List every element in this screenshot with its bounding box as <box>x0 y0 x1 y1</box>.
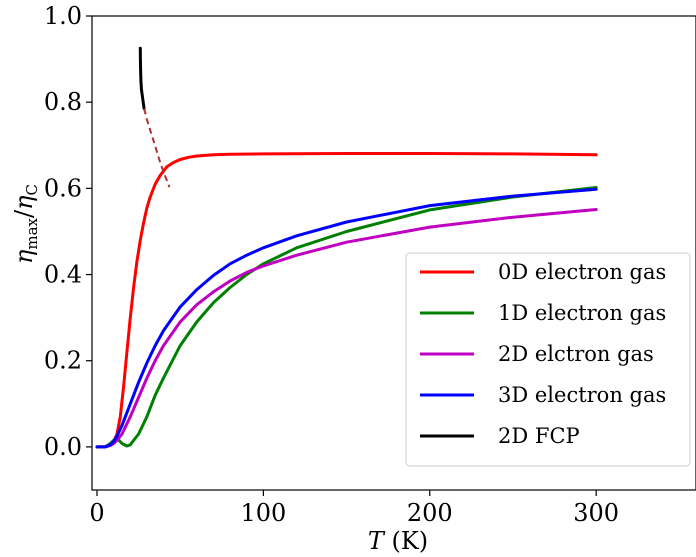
legend-box <box>405 252 691 467</box>
y-tick-label: 0.8 <box>44 88 82 116</box>
axis-ticks: 0 100 200 300 0.0 0.2 0.4 0.6 0.8 1.0 <box>44 2 619 527</box>
dashed-extension-line <box>143 108 171 188</box>
y-tick-label: 0.6 <box>44 174 82 202</box>
plot-frame <box>91 15 696 491</box>
y-tick-label: 0.2 <box>44 347 82 375</box>
legend-label-1d-electron-gas: 1D electron gas <box>498 301 666 325</box>
series-line-3d-electron-gas <box>95 187 598 449</box>
y-axis-title: ηmax/ηC <box>10 184 41 264</box>
x-tick-label: 300 <box>573 499 619 527</box>
series-line-2d-elctron-gas <box>95 208 598 449</box>
plot-curves <box>95 46 598 449</box>
series-line-2d-fcp <box>138 46 146 111</box>
x-tick-label: 200 <box>407 499 453 527</box>
x-tick-label: 0 <box>89 499 104 527</box>
legend-label-0d-electron-gas: 0D electron gas <box>498 260 666 284</box>
x-axis-title: T (K) <box>368 527 428 555</box>
series-line-0d-electron-gas <box>95 152 598 449</box>
legend: 0D electron gas 1D electron gas 2D elctron… <box>405 252 691 467</box>
legend-label-2d-elctron-gas: 2D elctron gas <box>498 342 654 366</box>
y-tick-label: 0.4 <box>44 261 82 289</box>
y-tick-label: 0.0 <box>44 433 82 461</box>
legend-label-2d-fcp: 2D FCP <box>498 424 580 448</box>
legend-label-3d-electron-gas: 3D electron gas <box>498 383 666 407</box>
x-tick-label: 100 <box>240 499 286 527</box>
y-tick-label: 1.0 <box>44 2 82 30</box>
